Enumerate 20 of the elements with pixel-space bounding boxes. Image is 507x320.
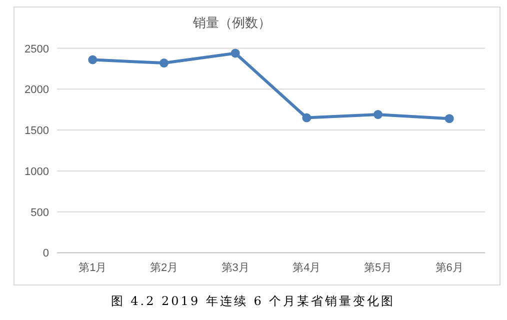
x-tick-label: 第3月 xyxy=(221,262,250,274)
point xyxy=(160,58,168,68)
point xyxy=(88,55,98,64)
y-tick-label: 2000 xyxy=(24,84,49,96)
y-tick-label: 500 xyxy=(30,206,49,219)
point xyxy=(230,48,240,58)
x-tick-label: 第5月 xyxy=(364,262,392,274)
caption: 图 4.2 2019 年连续 6 个月某省销量变化图 xyxy=(110,294,396,308)
x-tick-label: 第6月 xyxy=(435,262,464,274)
x-tick-label: 第2月 xyxy=(150,262,178,274)
y-tick-label: 0 xyxy=(42,248,49,260)
point xyxy=(374,110,382,120)
y-tick-label: 1500 xyxy=(24,125,49,138)
chart-title: 销量（例数） xyxy=(192,15,271,30)
point xyxy=(444,114,454,124)
y-tick-label: 1000 xyxy=(24,166,49,178)
y-tick-label: 2500 xyxy=(24,43,49,56)
point xyxy=(302,113,312,122)
x-tick-label: 第1月 xyxy=(78,262,107,274)
x-tick-label: 第4月 xyxy=(292,262,321,274)
